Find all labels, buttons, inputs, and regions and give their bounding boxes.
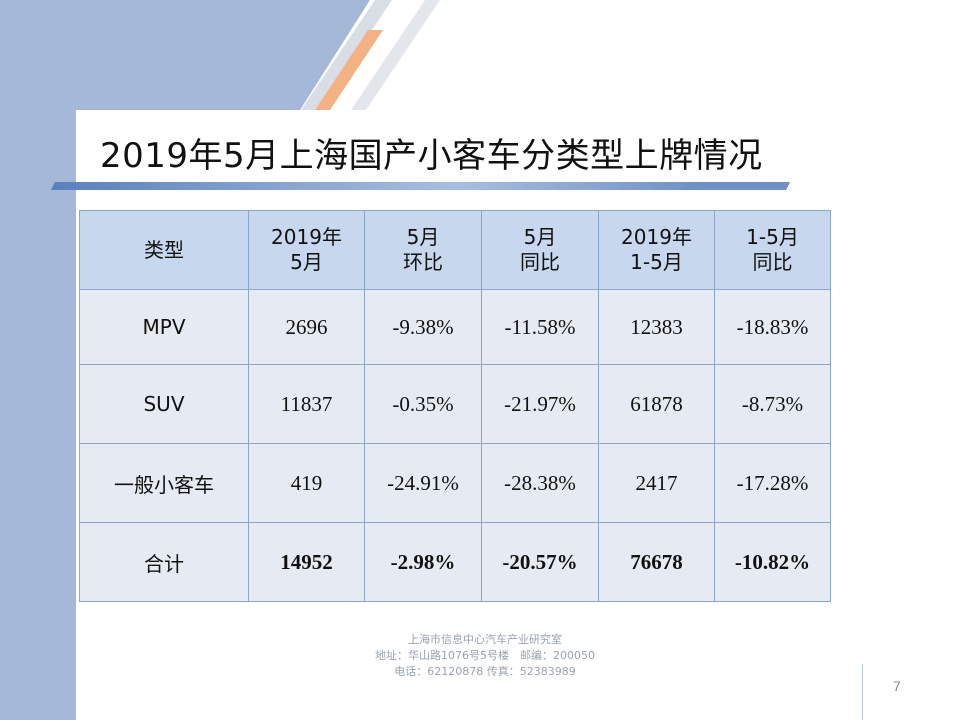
cell-ytd-units: 76678	[598, 522, 715, 602]
cell-may-yoy: -20.57%	[481, 522, 599, 602]
table-row: MPV 2696 -9.38% -11.58% 12383 -18.83%	[79, 289, 831, 365]
header-jan-may-yoy: 1-5月 同比	[714, 210, 831, 290]
cell-ytd-yoy: -17.28%	[714, 443, 831, 523]
diagonal-stripe-grey-1	[301, 0, 392, 110]
cell-ytd-yoy: -18.83%	[714, 289, 831, 365]
title-panel	[76, 110, 960, 190]
header-decoration	[51, 0, 960, 190]
cell-may-yoy: -28.38%	[481, 443, 599, 523]
left-decorative-band	[0, 0, 76, 720]
page-number: 7	[893, 678, 901, 694]
cell-ytd-units: 12383	[598, 289, 715, 365]
header-type: 类型	[79, 210, 249, 290]
cell-may-mom: -0.35%	[364, 364, 482, 444]
cell-may-units: 11837	[248, 364, 365, 444]
header-2019-may: 2019年 5月	[248, 210, 365, 290]
diagonal-stripe-grey-2	[351, 0, 440, 110]
footer-org: 上海市信息中心汽车产业研究室	[408, 633, 562, 646]
row-label: 合计	[79, 522, 249, 602]
cell-may-units: 14952	[248, 522, 365, 602]
row-label: 一般小客车	[79, 443, 249, 523]
title-underline-right-accent	[686, 182, 790, 190]
footer-phone-fax: 电话：62120878 传真：52383989	[394, 665, 576, 678]
header-2019-jan-may: 2019年 1-5月	[598, 210, 715, 290]
cell-ytd-yoy: -10.82%	[714, 522, 831, 602]
row-label: MPV	[79, 289, 249, 365]
cell-ytd-yoy: -8.73%	[714, 364, 831, 444]
table-total-row: 合计 14952 -2.98% -20.57% 76678 -10.82%	[79, 522, 831, 602]
row-label: SUV	[79, 364, 249, 444]
cell-ytd-units: 2417	[598, 443, 715, 523]
footer-address: 地址：华山路1076号5号楼 邮编：200050	[375, 649, 595, 662]
table-header-row: 类型 2019年 5月 5月 环比 5月 同比 2019年 1-5月 1-5月 同比	[79, 210, 831, 290]
cell-may-yoy: -11.58%	[481, 289, 599, 365]
cell-ytd-units: 61878	[598, 364, 715, 444]
cell-may-mom: -2.98%	[364, 522, 482, 602]
cell-may-mom: -9.38%	[364, 289, 482, 365]
title-underline	[51, 182, 790, 190]
cell-may-mom: -24.91%	[364, 443, 482, 523]
table-row: 一般小客车 419 -24.91% -28.38% 2417 -17.28%	[79, 443, 831, 523]
header-may-yoy: 5月 同比	[481, 210, 599, 290]
diagonal-stripe-orange	[315, 30, 383, 110]
cell-may-units: 2696	[248, 289, 365, 365]
cell-may-yoy: -21.97%	[481, 364, 599, 444]
slide-title: 2019年5月上海国产小客车分类型上牌情况	[100, 136, 763, 176]
footer-divider	[862, 664, 863, 720]
header-blue-block	[76, 0, 370, 110]
table-row: SUV 11837 -0.35% -21.97% 61878 -8.73%	[79, 364, 831, 444]
cell-may-units: 419	[248, 443, 365, 523]
header-may-mom: 5月 环比	[364, 210, 482, 290]
registration-table: 类型 2019年 5月 5月 环比 5月 同比 2019年 1-5月 1-5月 同比 MP…	[79, 210, 831, 602]
footer-contact: 上海市信息中心汽车产业研究室 地址：华山路1076号5号楼 邮编：200050 …	[300, 632, 670, 680]
